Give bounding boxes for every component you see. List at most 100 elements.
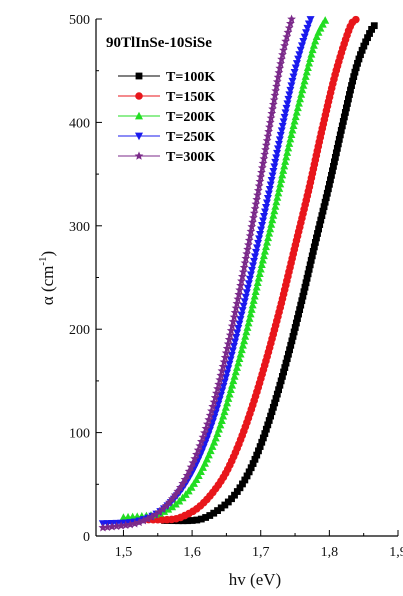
- data-point-t-100k: [323, 189, 331, 197]
- data-point-t-300k: [260, 149, 270, 159]
- data-point-t-100k: [303, 274, 311, 282]
- data-point-t-300k: [218, 361, 228, 371]
- data-point-t-250k: [226, 356, 235, 364]
- data-point-t-300k: [269, 95, 279, 104]
- data-point-t-100k: [309, 247, 317, 255]
- data-point-t-200k: [287, 130, 296, 138]
- data-point-t-200k: [275, 184, 284, 192]
- y-tick-label: 200: [69, 323, 90, 338]
- data-point-t-300k: [231, 303, 241, 312]
- data-point-t-100k: [318, 212, 326, 220]
- data-point-t-250k: [254, 239, 263, 248]
- data-point-t-300k: [232, 299, 242, 308]
- data-point-t-300k: [279, 45, 288, 54]
- data-point-t-300k: [167, 494, 177, 503]
- data-point-t-300k: [258, 158, 268, 168]
- data-point-t-100k: [294, 315, 301, 322]
- data-point-t-100k: [370, 22, 378, 30]
- data-point-t-100k: [324, 185, 332, 193]
- data-point-t-300k: [147, 512, 157, 521]
- data-point-t-100k: [362, 38, 370, 46]
- data-point-t-300k: [281, 36, 291, 46]
- data-point-t-200k: [305, 58, 314, 67]
- data-point-t-100k: [314, 230, 321, 237]
- data-point-t-250k: [224, 365, 233, 373]
- data-point-t-200k: [238, 341, 247, 349]
- data-point-t-250k: [283, 100, 292, 108]
- data-point-t-100k: [340, 113, 348, 121]
- data-point-t-250k: [216, 391, 225, 400]
- data-point-t-100k: [364, 34, 371, 42]
- data-point-t-100k: [276, 381, 284, 389]
- data-point-t-300k: [259, 154, 269, 163]
- data-point-t-250k: [257, 226, 266, 235]
- data-point-t-100k: [357, 51, 364, 59]
- data-point-t-200k: [248, 300, 257, 309]
- data-point-t-250k: [288, 77, 297, 86]
- data-point-t-200k: [263, 238, 272, 246]
- legend-item-t-100k: T=100K: [118, 70, 215, 85]
- x-axis-ticks: 1,5 1,6 1,7 1,8 1,9: [115, 530, 403, 560]
- data-point-t-250k: [275, 136, 284, 144]
- data-point-t-300k: [213, 384, 222, 393]
- data-point-t-300k: [239, 262, 249, 272]
- data-point-t-250k: [214, 400, 223, 409]
- data-point-t-300k: [116, 521, 126, 530]
- data-point-t-100k: [233, 488, 241, 495]
- data-point-t-200k: [264, 233, 273, 242]
- data-point-t-250k: [233, 329, 242, 338]
- data-point-t-200k: [281, 157, 290, 165]
- data-point-t-250k: [231, 338, 240, 347]
- series-t-100k: [161, 22, 378, 525]
- data-point-t-200k: [210, 438, 219, 446]
- data-point-t-300k: [190, 454, 200, 463]
- data-point-t-100k: [236, 484, 244, 492]
- data-point-t-100k: [265, 417, 273, 424]
- data-point-t-100k: [327, 176, 334, 184]
- data-point-t-100k: [358, 46, 366, 54]
- data-point-t-200k: [247, 305, 256, 313]
- legend-marker-t-250k: [135, 132, 143, 141]
- data-point-t-200k: [231, 367, 240, 376]
- data-point-t-100k: [217, 504, 225, 512]
- data-point-t-200k: [278, 170, 287, 179]
- data-point-t-200k: [277, 175, 286, 183]
- data-point-t-300k: [252, 195, 262, 204]
- data-point-t-100k: [331, 153, 339, 161]
- legend-item-t-300k: T=300K: [118, 150, 215, 165]
- data-point-t-250k: [296, 46, 305, 55]
- data-point-t-100k: [335, 135, 343, 143]
- data-point-t-250k: [235, 320, 244, 329]
- data-point-t-250k: [278, 122, 287, 131]
- data-point-t-250k: [242, 289, 251, 297]
- data-point-t-250k: [274, 140, 283, 149]
- data-point-t-200k: [202, 454, 211, 463]
- data-point-t-300k: [250, 204, 260, 213]
- data-point-t-200k: [244, 318, 253, 327]
- data-point-t-100k: [337, 126, 345, 134]
- data-point-t-300k: [208, 401, 218, 411]
- data-point-t-300k: [244, 235, 254, 245]
- data-point-t-300k: [271, 86, 281, 95]
- data-point-t-100k: [231, 491, 238, 499]
- data-point-t-300k: [217, 366, 227, 375]
- data-point-t-200k: [168, 502, 177, 511]
- data-point-t-250k: [228, 347, 237, 355]
- data-point-t-300k: [257, 167, 266, 177]
- data-point-t-200k: [273, 193, 282, 201]
- data-point-t-100k: [258, 438, 266, 446]
- data-point-t-100k: [307, 256, 315, 264]
- data-point-t-200k: [308, 45, 317, 54]
- data-point-t-300k: [200, 428, 209, 437]
- data-point-t-100k: [302, 279, 310, 287]
- data-point-t-300k: [267, 109, 277, 118]
- y-tick-label: 300: [69, 220, 90, 235]
- data-point-t-200k: [189, 479, 198, 487]
- data-point-t-250k: [244, 280, 253, 288]
- data-point-t-100k: [347, 86, 354, 94]
- data-point-t-100k: [286, 346, 293, 354]
- data-point-t-300k: [225, 330, 235, 339]
- data-point-t-300k: [182, 470, 192, 480]
- data-point-t-250k: [236, 316, 245, 324]
- x-axis-title: hv (eV): [229, 570, 281, 589]
